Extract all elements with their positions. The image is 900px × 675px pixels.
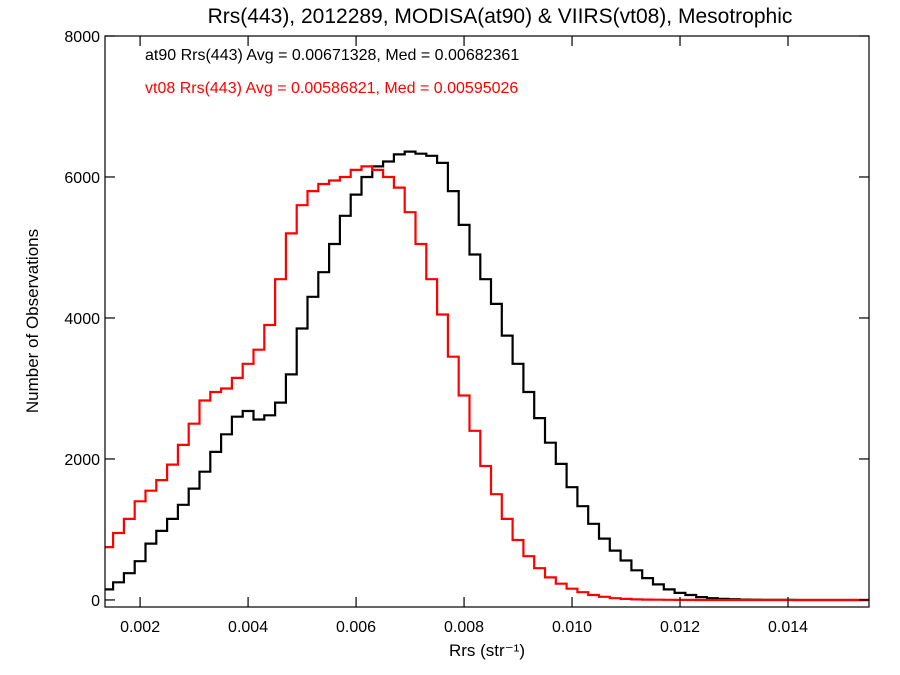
y-axis-label: Number of Observations — [23, 229, 42, 413]
x-tick-label: 0.014 — [768, 619, 808, 636]
y-tick-label: 0 — [91, 593, 100, 610]
x-tick-label: 0.012 — [660, 619, 700, 636]
plot-layer — [105, 150, 869, 602]
y-axis: 0 2000 4000 6000 8000 — [64, 29, 869, 610]
legend-entry-vt08: vt08 Rrs(443) Avg = 0.00586821, Med = 0.… — [145, 80, 518, 97]
plot-frame — [104, 35, 870, 608]
x-tick-label: 0.002 — [120, 619, 160, 636]
y-tick-label: 4000 — [64, 311, 100, 328]
series-line-1 — [105, 165, 869, 602]
chart-title: Rrs(443), 2012289, MODISA(at90) & VIIRS(… — [208, 5, 793, 28]
x-axis: 0.002 0.004 0.006 0.008 0.010 0.012 0.014 — [120, 36, 808, 636]
x-tick-label: 0.008 — [444, 619, 484, 636]
x-axis-label: Rrs (str⁻¹) — [449, 641, 525, 660]
x-tick-label: 0.004 — [228, 619, 268, 636]
legend-entry-at90: at90 Rrs(443) Avg = 0.00671328, Med = 0.… — [145, 47, 519, 64]
x-tick-label: 0.010 — [552, 619, 592, 636]
y-tick-label: 6000 — [64, 170, 100, 187]
y-tick-label: 2000 — [64, 452, 100, 469]
series-line-0 — [105, 150, 869, 602]
x-tick-label: 0.006 — [336, 619, 376, 636]
y-tick-label: 8000 — [64, 29, 100, 46]
